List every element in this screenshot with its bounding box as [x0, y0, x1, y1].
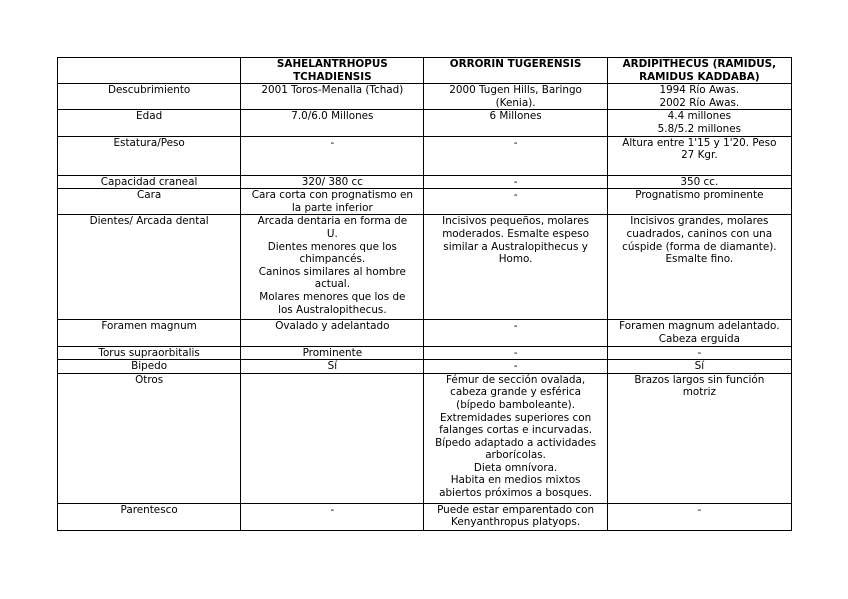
table-cell: -	[606, 502, 793, 531]
table-cell: 1994 Río Awas. 2002 Río Awas.	[606, 83, 793, 111]
table-cell: 320/ 380 cc	[240, 174, 425, 190]
table-cell: Incisivos pequeños, molares moderados. E…	[423, 214, 608, 321]
table-row: Foramen magnum Ovalado y adelantado - Foram…	[56, 319, 793, 347]
table-row: Edad 7.0/6.0 Millones 6 Millones 4.4 millon…	[56, 109, 793, 137]
table-cell: Incisivos grandes, molares cuadrados, ca…	[606, 214, 793, 321]
table-row: Descubrimiento 2001 Toros-Menalla (Tchad)…	[56, 83, 793, 111]
table-cell: -	[423, 188, 608, 216]
table-cell: Sí	[606, 359, 793, 374]
hominid-comparison-table: SAHELANTRHOPUS TCHADIENSIS ORRORIN TUGER…	[56, 56, 793, 531]
header-row: SAHELANTRHOPUS TCHADIENSIS ORRORIN TUGER…	[56, 56, 793, 85]
table-cell: Altura entre 1'15 y 1'20. Peso 27 Kgr.	[606, 135, 793, 176]
table-cell: Sí	[240, 359, 425, 374]
table-cell: Cara corta con prognatismo en la parte i…	[240, 188, 425, 216]
table-cell: Fémur de sección ovalada, cabeza grande …	[423, 372, 608, 504]
table-cell: Brazos largos sin función motriz	[606, 372, 793, 504]
table-cell: -	[606, 345, 793, 361]
table-row: Cara Cara corta con prognatismo en la par…	[56, 188, 793, 216]
table-cell: Foramen magnum adelantado. Cabeza erguid…	[606, 319, 793, 347]
table-cell: Prominente	[240, 345, 425, 361]
row-label: Bipedo	[56, 359, 242, 374]
table-cell: -	[423, 319, 608, 347]
header-cell: SAHELANTRHOPUS TCHADIENSIS	[240, 56, 425, 85]
row-label: Estatura/Peso	[56, 135, 242, 176]
row-label: Torus supraorbitalis	[56, 345, 242, 361]
table-cell: -	[240, 135, 425, 176]
table-cell: -	[423, 135, 608, 176]
table-row: Dientes/ Arcada dental Arcada dentaria en…	[56, 214, 793, 321]
table-cell: -	[423, 345, 608, 361]
header-cell: ARDIPITHECUS (RAMIDUS, RAMIDUS KADDABA)	[606, 56, 793, 85]
row-label: Otros	[56, 372, 242, 504]
row-label: Dientes/ Arcada dental	[56, 214, 242, 321]
table-cell: 7.0/6.0 Millones	[240, 109, 425, 137]
row-label: Capacidad craneal	[56, 174, 242, 190]
table-cell: 6 Millones	[423, 109, 608, 137]
header-cell	[56, 56, 242, 85]
table-row: Estatura/Peso - - Altura entre 1'15 y 1'20.…	[56, 135, 793, 176]
row-label: Descubrimiento	[56, 83, 242, 111]
table-cell: Ovalado y adelantado	[240, 319, 425, 347]
table-cell: Prognatismo prominente	[606, 188, 793, 216]
table-row: Bipedo Sí - Sí	[56, 359, 793, 374]
table-cell: -	[423, 174, 608, 190]
row-label: Parentesco	[56, 502, 242, 531]
table-row: Parentesco - Puede estar emparentado con K…	[56, 502, 793, 531]
table-cell: 4.4 millones 5.8/5.2 millones	[606, 109, 793, 137]
table-cell: -	[423, 359, 608, 374]
row-label: Cara	[56, 188, 242, 216]
table-row: Otros Fémur de sección ovalada, cabeza gr…	[56, 372, 793, 504]
table-row: Capacidad craneal 320/ 380 cc -350 cc.	[56, 174, 793, 190]
row-label: Edad	[56, 109, 242, 137]
table-cell: -	[240, 502, 425, 531]
table-cell: Arcada dentaria en forma de U. Dientes m…	[240, 214, 425, 321]
header-cell: ORRORIN TUGERENSIS	[423, 56, 608, 85]
table-row: Torus supraorbitalis Prominente - -	[56, 345, 793, 361]
table-cell: 350 cc.	[606, 174, 793, 190]
table-cell	[240, 372, 425, 504]
table-cell: 2001 Toros-Menalla (Tchad)	[240, 83, 425, 111]
row-label: Foramen magnum	[56, 319, 242, 347]
table-cell: Puede estar emparentado con Kenyanthropu…	[423, 502, 608, 531]
table-cell: 2000 Tugen Hills, Baringo (Kenia).	[423, 83, 608, 111]
